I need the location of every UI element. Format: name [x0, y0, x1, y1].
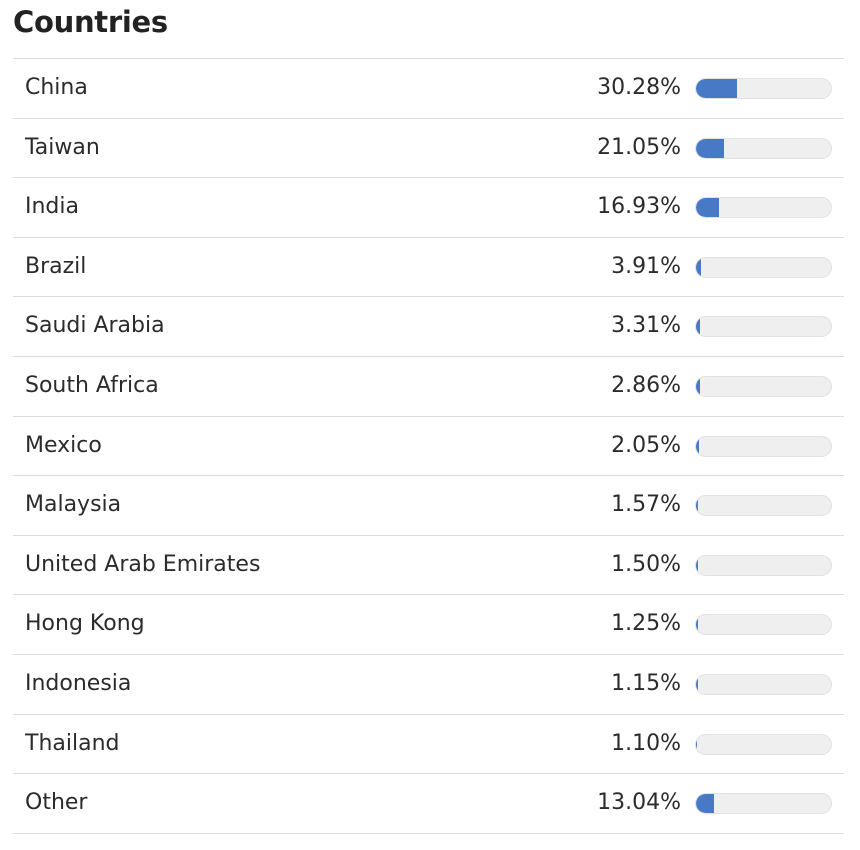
share-bar: [695, 614, 832, 636]
table-row: Indonesia 1.15%: [13, 655, 844, 715]
share-bar-fill: [696, 198, 719, 218]
country-percent: 1.25%: [611, 611, 681, 637]
share-bar-fill: [696, 138, 725, 158]
country-name: Saudi Arabia: [25, 313, 165, 339]
share-bar: [695, 793, 832, 815]
country-name: Indonesia: [25, 670, 132, 696]
country-percent: 3.31%: [611, 313, 681, 339]
table-row: Taiwan 21.05%: [13, 119, 844, 179]
country-name: Other: [25, 790, 88, 816]
share-bar-fill: [696, 496, 699, 516]
country-percent: 1.57%: [611, 492, 681, 518]
country-percent: 13.04%: [597, 790, 681, 816]
country-percent: 2.86%: [611, 372, 681, 398]
table-row: India 16.93%: [13, 178, 844, 238]
country-name: China: [25, 75, 88, 100]
share-bar: [695, 554, 832, 576]
table-row: South Africa 2.86%: [13, 357, 844, 417]
share-bar-fill: [696, 436, 699, 456]
country-percent: 16.93%: [597, 194, 681, 220]
share-bar-fill: [696, 317, 701, 337]
country-percent: 3.91%: [611, 253, 681, 279]
country-name: Brazil: [25, 253, 87, 279]
share-bar: [695, 733, 832, 755]
table-row: Other 13.04%: [13, 774, 844, 834]
country-name: Thailand: [25, 730, 120, 756]
country-name: Taiwan: [25, 134, 100, 160]
country-list: China 30.28% Taiwan 21.05% India 16.93% Brazil…: [13, 58, 844, 834]
country-name: South Africa: [25, 372, 159, 398]
country-name: Malaysia: [25, 492, 122, 518]
country-name: United Arab Emirates: [25, 551, 261, 577]
country-percent: 1.50%: [611, 551, 681, 577]
table-row: Malaysia 1.57%: [13, 476, 844, 536]
share-bar-fill: [696, 734, 698, 754]
table-row: China 30.28%: [13, 59, 844, 119]
table-row: United Arab Emirates 1.50%: [13, 536, 844, 596]
country-name: Hong Kong: [25, 611, 145, 637]
country-percent: 1.15%: [611, 670, 681, 696]
share-bar: [695, 495, 832, 517]
table-row: Hong Kong 1.25%: [13, 595, 844, 655]
share-bar-fill: [696, 257, 702, 277]
share-bar: [695, 256, 832, 278]
table-row: Mexico 2.05%: [13, 417, 844, 477]
share-bar-fill: [696, 79, 737, 98]
table-row: Saudi Arabia 3.31%: [13, 297, 844, 357]
country-name: Mexico: [25, 432, 102, 458]
country-percent: 21.05%: [597, 134, 681, 160]
country-name: India: [25, 194, 79, 220]
share-bar: [695, 375, 832, 397]
share-bar: [695, 435, 832, 457]
share-bar-fill: [696, 615, 698, 635]
country-percent: 30.28%: [597, 75, 681, 100]
share-bar: [695, 197, 832, 219]
share-bar-fill: [696, 376, 700, 396]
share-bar: [695, 316, 832, 338]
share-bar-fill: [696, 555, 699, 575]
panel-title: Countries: [13, 5, 168, 39]
share-bar: [695, 137, 832, 159]
share-bar-fill: [696, 674, 698, 694]
country-percent: 2.05%: [611, 432, 681, 458]
table-row: Brazil 3.91%: [13, 238, 844, 298]
share-bar: [695, 673, 832, 695]
country-percent: 1.10%: [611, 730, 681, 756]
share-bar-fill: [696, 794, 714, 814]
share-bar: [695, 78, 832, 99]
table-row: Thailand 1.10%: [13, 715, 844, 775]
